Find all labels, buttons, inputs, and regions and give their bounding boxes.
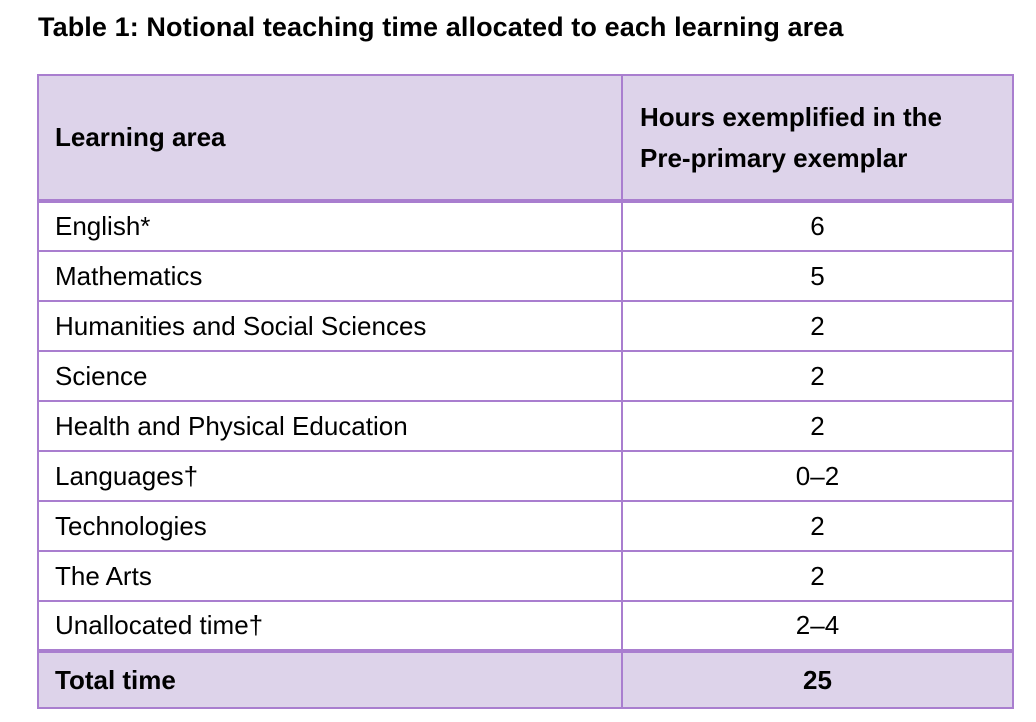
hours-cell: 2–4 (621, 600, 1014, 652)
learning-area-header: Learning area (37, 74, 623, 203)
learning-area-header-label: Learning area (55, 122, 226, 152)
table-row: English* 6 (37, 200, 1014, 252)
table-row: Languages† 0–2 (37, 450, 1014, 502)
total-hours-cell: 25 (621, 649, 1014, 709)
table-row: Humanities and Social Sciences 2 (37, 300, 1014, 352)
learning-area-cell: Mathematics (37, 250, 623, 302)
hours-header-line-1: Hours exemplified in the (640, 101, 942, 132)
table-row: Science 2 (37, 350, 1014, 402)
total-row: Total time 25 (37, 649, 1014, 709)
hours-cell: 0–2 (621, 450, 1014, 502)
learning-area-cell: Science (37, 350, 623, 402)
table-caption: Table 1: Notional teaching time allocate… (38, 12, 844, 42)
learning-area-cell: Unallocated time† (37, 600, 623, 652)
teaching-time-table: Learning area Hours exemplified in the P… (37, 74, 1014, 709)
learning-area-cell: Health and Physical Education (37, 400, 623, 452)
learning-area-cell: Technologies (37, 500, 623, 552)
table-row: Mathematics 5 (37, 250, 1014, 302)
total-label-cell: Total time (37, 649, 623, 709)
hours-header: Hours exemplified in the Pre-primary exe… (621, 74, 1014, 203)
hours-header-line-2: Pre-primary exemplar (640, 142, 908, 173)
learning-area-cell: The Arts (37, 550, 623, 602)
learning-area-cell: Humanities and Social Sciences (37, 300, 623, 352)
hours-cell: 2 (621, 400, 1014, 452)
hours-cell: 2 (621, 500, 1014, 552)
table-row: Health and Physical Education 2 (37, 400, 1014, 452)
hours-cell: 5 (621, 250, 1014, 302)
table-row: The Arts 2 (37, 550, 1014, 602)
hours-cell: 2 (621, 550, 1014, 602)
learning-area-cell: English* (37, 200, 623, 252)
hours-cell: 2 (621, 350, 1014, 402)
hours-cell: 6 (621, 200, 1014, 252)
hours-cell: 2 (621, 300, 1014, 352)
learning-area-cell: Languages† (37, 450, 623, 502)
table-row: Unallocated time† 2–4 (37, 600, 1014, 652)
table-header-row: Learning area Hours exemplified in the P… (37, 74, 1014, 203)
table-row: Technologies 2 (37, 500, 1014, 552)
